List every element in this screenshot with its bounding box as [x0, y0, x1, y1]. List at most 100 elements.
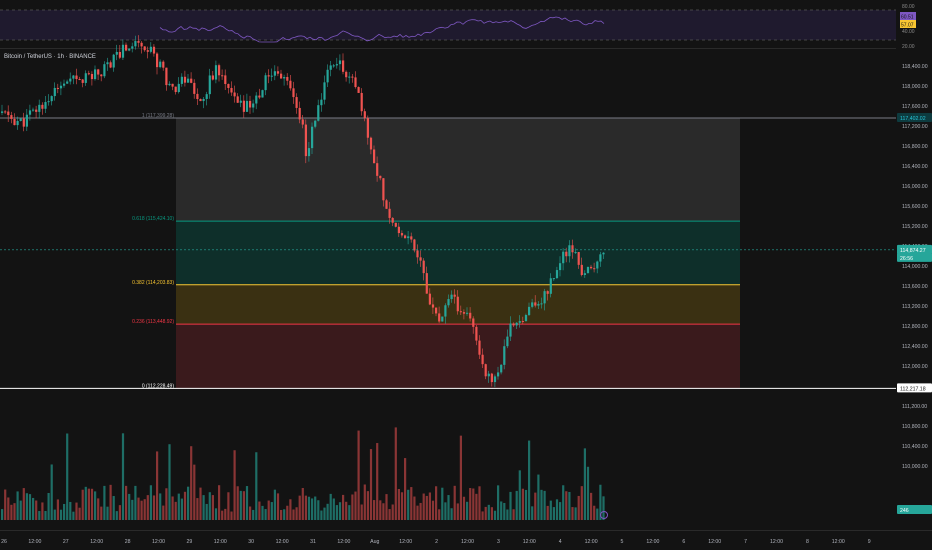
candle-body — [487, 373, 490, 377]
candle-body — [146, 50, 149, 52]
volume-bar — [590, 492, 593, 520]
price-badge-text: 112,217.18 — [900, 386, 926, 392]
volume-bar — [81, 489, 84, 520]
candle-body — [546, 291, 549, 294]
volume-bar — [159, 493, 162, 520]
volume-bar — [289, 499, 292, 520]
volume-bar — [41, 502, 44, 520]
volume-bar — [565, 491, 568, 520]
volume-bar — [524, 489, 528, 520]
time-tick-label: 12:00 — [28, 539, 41, 545]
volume-bar — [183, 491, 187, 520]
fibonacci-retracement[interactable]: 1 (117,399.28) 0.618 (115,424.10) 0.382 (1… — [0, 113, 896, 389]
volume-bar — [487, 504, 490, 520]
volume-bar — [450, 508, 453, 520]
volume-bar — [72, 511, 75, 520]
candle-body — [134, 41, 137, 47]
volume-bar — [125, 485, 128, 520]
candle-body — [211, 75, 214, 80]
candle-body — [171, 83, 174, 87]
candle-body — [280, 73, 283, 79]
price-axis[interactable]: 118,400.00 118,000.00 117,600.00 117,200.00… — [896, 0, 932, 530]
candle-body — [298, 107, 301, 120]
candle-body — [128, 48, 131, 51]
volume-bar — [394, 427, 397, 520]
volume-bar — [568, 491, 571, 520]
volume-bar — [221, 510, 224, 520]
candle-body — [435, 307, 438, 314]
candle-body — [590, 266, 593, 269]
volume-bar — [35, 500, 38, 520]
volume-bar — [385, 494, 388, 520]
volume-bar — [534, 492, 537, 520]
candle-body — [571, 245, 574, 253]
price-tick-label: 112,800.00 — [902, 324, 928, 330]
time-axis[interactable]: 26 12:00 27 12:00 28 12:00 29 12:00 30 12:00 31 12:… — [0, 530, 932, 550]
volume-bar — [90, 488, 94, 520]
candle-body — [28, 110, 32, 115]
candle-body — [156, 53, 159, 68]
price-tick-label: 117,200.00 — [902, 124, 928, 130]
volume-bar — [599, 484, 602, 520]
candle-body — [453, 294, 456, 297]
price-tick-label: 112,400.00 — [902, 344, 928, 350]
candle-body — [509, 323, 512, 337]
candle-body — [125, 44, 128, 51]
volume-bar — [577, 495, 580, 520]
candle-body — [543, 291, 546, 304]
candle-body — [441, 316, 444, 322]
volume-bar — [218, 485, 221, 520]
candle-body — [503, 346, 506, 365]
volume-bar — [332, 498, 335, 520]
volume-bar — [115, 511, 118, 520]
volume-series — [1, 427, 605, 520]
candlestick-series[interactable] — [1, 35, 605, 388]
candle-body — [416, 250, 419, 258]
volume-bar — [128, 493, 131, 520]
time-tick-label: 12:00 — [646, 539, 659, 545]
volume-bar — [149, 485, 152, 520]
candle-body — [329, 65, 332, 70]
candle-body — [534, 302, 537, 306]
candle-body — [475, 326, 478, 341]
candle-body — [41, 104, 44, 109]
time-tick-label: 12:00 — [152, 539, 165, 545]
price-tick-label: 115,600.00 — [902, 204, 928, 210]
candle-body — [323, 82, 326, 100]
price-tick-label: 110,000.00 — [902, 464, 928, 470]
candle-body — [379, 175, 382, 179]
rsi-badge — [900, 20, 916, 28]
volume-bar — [227, 492, 230, 520]
time-tick-label: 7 — [744, 539, 747, 545]
candle-body — [16, 120, 19, 126]
candle-body — [602, 252, 605, 255]
candle-body — [478, 340, 481, 355]
volume-bar — [38, 511, 41, 520]
candle-body — [413, 239, 416, 251]
volume-bar — [428, 492, 431, 520]
time-tick-label: 12:00 — [708, 539, 721, 545]
rsi-level-label: 20.00 — [902, 44, 915, 50]
price-tick-label: 117,600.00 — [902, 104, 928, 110]
time-tick-label: 12:00 — [770, 539, 783, 545]
price-tick-label: 116,400.00 — [902, 164, 928, 170]
time-tick-label: 12:00 — [585, 539, 598, 545]
candle-body — [59, 85, 63, 89]
candle-body — [255, 95, 258, 104]
candle-body — [388, 208, 391, 218]
volume-bar — [239, 490, 242, 520]
rsi-panel[interactable] — [0, 0, 932, 49]
candle-body — [469, 312, 472, 319]
candle-body — [38, 104, 41, 112]
volume-bar — [280, 509, 283, 520]
price-badge-text: 114,874.27 — [900, 248, 926, 254]
candle-body — [320, 99, 323, 106]
replay-marker-icon[interactable] — [600, 511, 608, 519]
time-tick-label: 12:00 — [523, 539, 536, 545]
candle-body — [391, 217, 394, 223]
time-tick-label: 12:00 — [337, 539, 350, 545]
candle-body — [342, 60, 345, 72]
volume-bar — [410, 487, 413, 520]
candle-body — [351, 76, 354, 78]
